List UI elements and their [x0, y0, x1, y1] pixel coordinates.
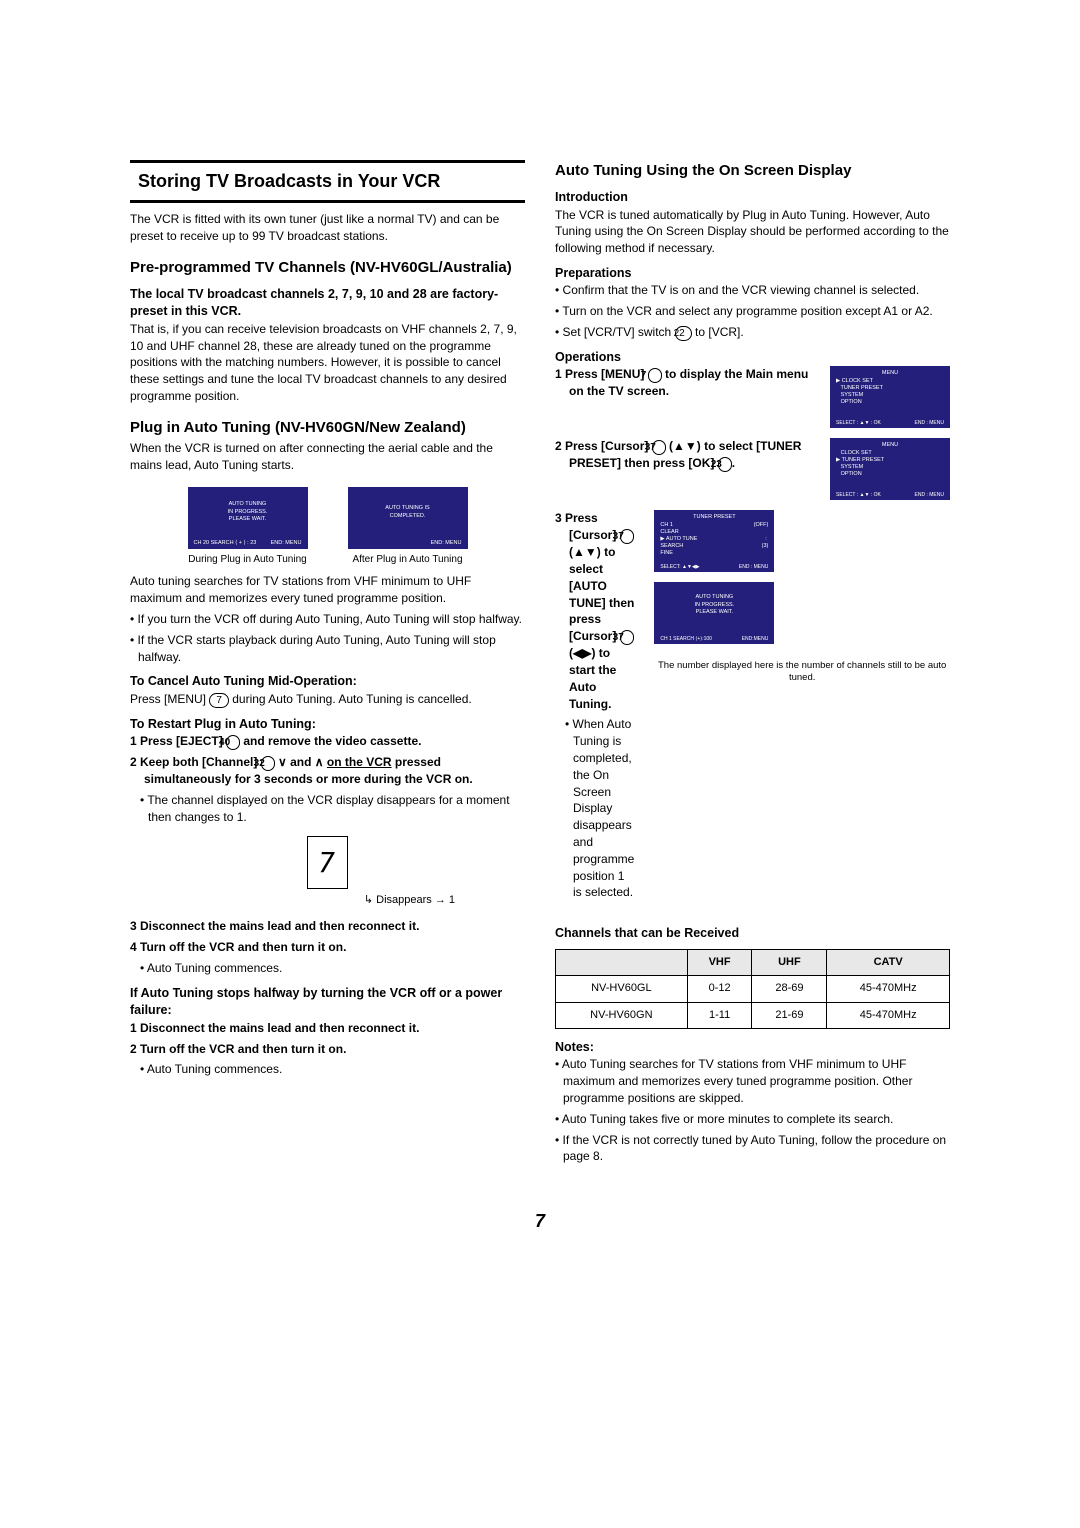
channel-display: 7 ↳ Disappears → 1	[130, 836, 525, 909]
th-catv: CATV	[827, 949, 950, 975]
op1-row: 1 Press [MENU] 7 to display the Main men…	[555, 366, 950, 428]
op2-row: 2 Press [Cursor] 37 (▲▼) to select [TUNE…	[555, 438, 950, 500]
prep2: • Turn on the VCR and select any program…	[555, 303, 950, 320]
key-7: 7	[209, 693, 229, 708]
prep1: • Confirm that the TV is on and the VCR …	[555, 282, 950, 299]
channels-table: VHF UHF CATV NV-HV60GL 0-12 28-69 45-470…	[555, 949, 950, 1029]
screen1-wrap: AUTO TUNING IN PROGRESS. PLEASE WAIT. CH…	[188, 487, 308, 567]
cancel-heading: To Cancel Auto Tuning Mid-Operation:	[130, 673, 525, 691]
mini-screen-4: AUTO TUNING IN PROGRESS. PLEASE WAIT. CH…	[654, 582, 774, 644]
screen1-body: AUTO TUNING IN PROGRESS. PLEASE WAIT.	[194, 501, 302, 522]
op3-row: 3 Press [Cursor] 37 (▲▼) to select [AUTO…	[555, 510, 950, 905]
channels-h: Channels that can be Received	[555, 925, 950, 943]
restart-4-sub: • Auto Tuning commences.	[130, 960, 525, 977]
plugin-para: When the VCR is turned on after connecti…	[130, 440, 525, 474]
restart-4: 4 Turn off the VCR and then turn it on.	[130, 939, 525, 956]
main-title: Storing TV Broadcasts in Your VCR	[138, 169, 517, 194]
th-uhf: UHF	[752, 949, 827, 975]
th-blank	[556, 949, 688, 975]
right-column: Auto Tuning Using the On Screen Display …	[555, 160, 950, 1169]
note3: • If the VCR is not correctly tuned by A…	[555, 1132, 950, 1166]
restart-2-sub: • The channel displayed on the VCR displ…	[130, 792, 525, 826]
right-panels: TUNER PRESET CH 1 CLEAR ▶ AUTO TUNE SEAR…	[654, 510, 950, 905]
key-7b: 7	[648, 368, 662, 383]
auto-b1: • If you turn the VCR off during Auto Tu…	[130, 611, 525, 628]
screen2-body: AUTO TUNING IS COMPLETED.	[354, 505, 462, 519]
right-title: Auto Tuning Using the On Screen Display	[555, 160, 950, 181]
screen2-wrap: AUTO TUNING IS COMPLETED. END: MENU Afte…	[348, 487, 468, 567]
cancel-para: Press [MENU] 7 during Auto Tuning. Auto …	[130, 691, 525, 708]
preprog-heading: Pre-programmed TV Channels (NV-HV60GL/Au…	[130, 257, 525, 278]
main-title-box: Storing TV Broadcasts in Your VCR	[130, 160, 525, 203]
key-22: 22	[675, 326, 692, 341]
halfway-heading: If Auto Tuning stops halfway by turning …	[130, 985, 525, 1020]
notes-h: Notes:	[555, 1039, 950, 1057]
op3-sub: • When Auto Tuning is completed, the On …	[555, 716, 634, 901]
op2-text: 2 Press [Cursor] 37 (▲▼) to select [TUNE…	[555, 438, 820, 500]
screen1-caption: During Plug in Auto Tuning	[188, 553, 308, 567]
screen-row: AUTO TUNING IN PROGRESS. PLEASE WAIT. CH…	[130, 487, 525, 567]
th-vhf: VHF	[687, 949, 752, 975]
table-row: NV-HV60GL 0-12 28-69 45-470MHz	[556, 976, 950, 1002]
ops-h: Operations	[555, 349, 950, 367]
intro-text: The VCR is fitted with its own tuner (ju…	[130, 211, 525, 245]
key-37c: 37	[620, 630, 634, 645]
plugin-heading: Plug in Auto Tuning (NV-HV60GN/New Zeala…	[130, 417, 525, 438]
table-header-row: VHF UHF CATV	[556, 949, 950, 975]
prep-h: Preparations	[555, 265, 950, 283]
disp-arrow: ↳ Disappears → 1	[130, 893, 525, 908]
ms4-caption: The number displayed here is the number …	[654, 660, 950, 683]
restart-1: 1 Press [EJECT] 40 and remove the video …	[130, 733, 525, 750]
restart-heading: To Restart Plug in Auto Tuning:	[130, 716, 525, 734]
half-2-sub: • Auto Tuning commences.	[130, 1061, 525, 1078]
preprog-para: That is, if you can receive television b…	[130, 321, 525, 405]
half-2: 2 Turn off the VCR and then turn it on.	[130, 1041, 525, 1058]
restart-2: 2 Keep both [Channel] 32 ∨ and ∧ on the …	[130, 754, 525, 788]
intro-p: The VCR is tuned automatically by Plug i…	[555, 207, 950, 257]
screen2: AUTO TUNING IS COMPLETED. END: MENU	[348, 487, 468, 549]
auto-para: Auto tuning searches for TV stations fro…	[130, 573, 525, 607]
restart-3: 3 Disconnect the mains lead and then rec…	[130, 918, 525, 935]
key-37a: 37	[652, 440, 666, 455]
key-37b: 37	[620, 529, 634, 544]
mini-screen-1: MENU ▶ CLOCK SET TUNER PRESET SYSTEM OPT…	[830, 366, 950, 428]
intro-h: Introduction	[555, 189, 950, 207]
note2: • Auto Tuning takes five or more minutes…	[555, 1111, 950, 1128]
preprog-bold: The local TV broadcast channels 2, 7, 9,…	[130, 286, 525, 321]
mini-screen-3: TUNER PRESET CH 1 CLEAR ▶ AUTO TUNE SEAR…	[654, 510, 774, 572]
prep3: • Set [VCR/TV] switch 22 to [VCR].	[555, 324, 950, 341]
note1: • Auto Tuning searches for TV stations f…	[555, 1056, 950, 1106]
op1-text: 1 Press [MENU] 7 to display the Main men…	[555, 366, 820, 428]
key-32: 32	[261, 756, 275, 771]
op3-text: 3 Press [Cursor] 37 (▲▼) to select [AUTO…	[555, 510, 634, 905]
half-1: 1 Disconnect the mains lead and then rec…	[130, 1020, 525, 1037]
digits-icon: 7	[307, 836, 348, 889]
page-number: 7	[130, 1209, 950, 1234]
table-row: NV-HV60GN 1-11 21-69 45-470MHz	[556, 1002, 950, 1028]
auto-b2: • If the VCR starts playback during Auto…	[130, 632, 525, 666]
left-column: Storing TV Broadcasts in Your VCR The VC…	[130, 160, 525, 1169]
mini-screen-2: MENU CLOCK SET ▶ TUNER PRESET SYSTEM OPT…	[830, 438, 950, 500]
key-23: 23	[718, 457, 732, 472]
screen1-footer: CH 20 SEARCH ⟨ + ⟩ : 23 END: MENU	[194, 540, 302, 547]
screen2-footer: END: MENU	[354, 540, 462, 547]
key-40: 40	[226, 735, 240, 750]
screen1: AUTO TUNING IN PROGRESS. PLEASE WAIT. CH…	[188, 487, 308, 549]
screen2-caption: After Plug in Auto Tuning	[348, 553, 468, 567]
